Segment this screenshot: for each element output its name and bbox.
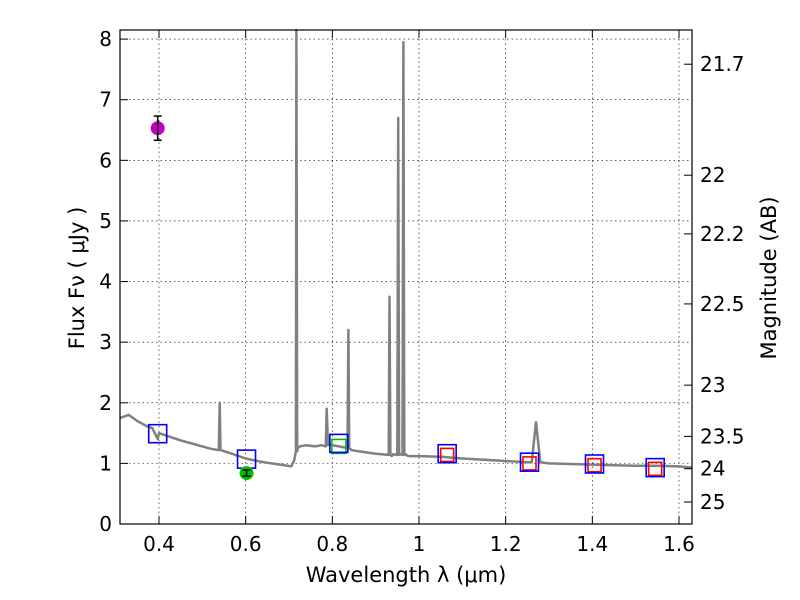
x-tick-label: 1 bbox=[413, 532, 426, 556]
right-axis-label: Magnitude (AB) bbox=[757, 196, 781, 359]
x-tick-label: 1.4 bbox=[576, 532, 608, 556]
x-tick-label: 1.6 bbox=[663, 532, 695, 556]
grid bbox=[120, 30, 692, 525]
marker-layer bbox=[147, 115, 665, 481]
mag-tick-label: 25 bbox=[700, 490, 725, 514]
model-red-square bbox=[522, 456, 537, 471]
model-red-square bbox=[439, 447, 455, 463]
y-tick-label: 3 bbox=[99, 330, 112, 354]
mag-tick-label: 23.5 bbox=[700, 424, 745, 448]
model-blue-square bbox=[437, 443, 457, 464]
plot-frame bbox=[119, 29, 693, 525]
model-red-square bbox=[587, 457, 602, 473]
y-tick-label: 6 bbox=[99, 148, 112, 172]
x-tick-label: 1.2 bbox=[490, 532, 522, 556]
model-blue-square bbox=[584, 454, 605, 474]
model-blue-square bbox=[645, 457, 665, 478]
mag-tick-label: 22.2 bbox=[700, 222, 745, 246]
tick-layer: 0.4 0.6 0.8 1 1.2 1.4 1.601234567821.72222.222… bbox=[99, 27, 744, 556]
mag-tick-label: 23 bbox=[700, 373, 725, 397]
x-axis-label: Wavelength λ (μm) bbox=[306, 563, 507, 587]
spectrum-layer bbox=[119, 28, 693, 469]
x-tick-label: 0.6 bbox=[230, 532, 262, 556]
mag-tick-label: 22 bbox=[700, 163, 725, 187]
y-tick-label: 7 bbox=[99, 88, 112, 112]
spectrum-line bbox=[119, 28, 693, 469]
y-tick-label: 5 bbox=[99, 209, 112, 233]
y-tick-label: 4 bbox=[99, 270, 112, 294]
model-blue-square bbox=[519, 452, 540, 472]
model-green-square bbox=[331, 438, 347, 455]
y-axis-label: Flux Fν ( μJy ) bbox=[65, 207, 89, 350]
model-blue-square bbox=[329, 433, 349, 454]
y-tick-label: 0 bbox=[99, 512, 112, 536]
y-tick-label: 1 bbox=[99, 451, 112, 475]
mag-tick-label: 24 bbox=[700, 457, 725, 481]
y-tick-label: 8 bbox=[99, 27, 112, 51]
mag-tick-label: 21.7 bbox=[700, 52, 745, 76]
model-blue-square bbox=[147, 423, 168, 444]
x-tick-label: 0.4 bbox=[143, 532, 175, 556]
model-red-square bbox=[647, 461, 663, 477]
mag-tick-label: 22.5 bbox=[700, 292, 745, 316]
y-tick-label: 2 bbox=[99, 391, 112, 415]
x-tick-label: 0.8 bbox=[316, 532, 348, 556]
